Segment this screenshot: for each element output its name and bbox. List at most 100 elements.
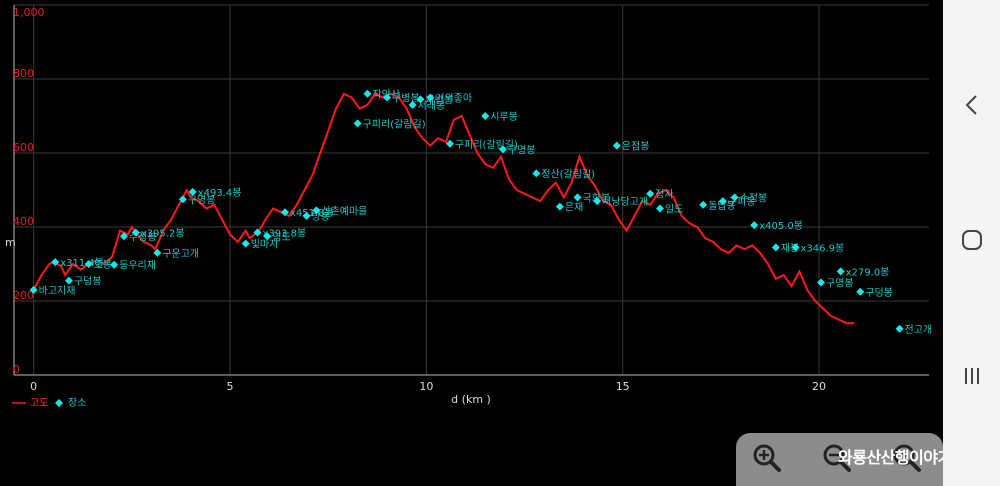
place-marker — [241, 239, 250, 248]
place-point: 시루봉 — [481, 111, 518, 123]
place-marker — [655, 204, 664, 213]
place-label: 구덩봉 — [74, 276, 102, 288]
grid-lines — [14, 4, 929, 376]
place-marker — [51, 258, 60, 267]
place-marker — [253, 228, 262, 237]
place-point: 신촌예마을 — [312, 205, 367, 217]
place-marker — [730, 193, 739, 202]
y-tick-label: 1,000 — [13, 6, 45, 19]
x-tick-labels: 0 5 10 15 20 — [30, 380, 826, 393]
place-label: 서래봉 — [418, 100, 446, 112]
x-axis-label: d (km ) — [451, 393, 491, 406]
place-marker — [426, 93, 435, 102]
place-point: 정산(갈림길) — [532, 167, 595, 180]
back-button[interactable] — [943, 85, 1000, 125]
place-label: 전고개 — [905, 324, 933, 336]
place-marker — [363, 89, 372, 98]
place-marker — [64, 276, 73, 285]
place-point: 도봉 — [84, 259, 112, 271]
place-marker — [110, 260, 119, 269]
place-point: 은점봉 — [612, 141, 650, 153]
android-navigation-bar — [943, 0, 1000, 486]
place-marker — [646, 189, 655, 198]
recents-button[interactable] — [943, 356, 1000, 396]
axes — [13, 5, 929, 376]
place-point: 구운고개 — [153, 248, 199, 260]
place-marker — [718, 197, 727, 206]
app-title: 와룡산산행이야기 — [838, 448, 952, 467]
place-point: 정자 — [646, 189, 674, 201]
place-label: x493.4봉 — [198, 187, 242, 199]
place-marker — [84, 260, 93, 268]
zoom-out-icon[interactable] — [820, 441, 854, 475]
place-marker — [593, 197, 602, 206]
place-label: x279.0봉 — [846, 266, 890, 278]
place-label: 구덩봉 — [865, 287, 893, 299]
place-marker — [699, 200, 708, 209]
place-marker — [856, 287, 865, 296]
back-chevron-icon — [965, 95, 977, 115]
place-marker — [498, 145, 507, 154]
place-label: 구명봉 — [508, 144, 536, 156]
place-marker — [178, 195, 187, 204]
home-circle-icon — [961, 230, 982, 250]
place-marker — [29, 285, 38, 294]
place-label: x405.0봉 — [759, 220, 803, 232]
zoom-reset-icon[interactable] — [890, 441, 924, 475]
place-label: 구명봉 — [826, 278, 854, 290]
zoom-in-icon[interactable] — [750, 441, 784, 475]
place-marker — [280, 208, 289, 217]
place-marker — [836, 267, 845, 276]
elevation-line — [32, 92, 855, 325]
place-point: x393.8봉 — [253, 228, 306, 240]
place-marker — [153, 248, 162, 257]
place-marker — [119, 232, 128, 241]
place-marker — [895, 324, 904, 333]
place-marker — [312, 206, 321, 215]
place-marker — [771, 243, 780, 252]
y-tick-label: 0 — [13, 363, 20, 376]
x-tick-label: 20 — [812, 380, 826, 393]
place-label: 수정봉 — [740, 192, 768, 204]
place-point: 구명봉 — [817, 278, 854, 290]
place-point: 구덩봉 — [856, 287, 893, 299]
legend-elevation-label: 고도 — [30, 398, 48, 409]
place-label: 바고지재 — [39, 285, 76, 297]
place-marker — [188, 187, 197, 196]
place-marker — [555, 202, 564, 211]
place-point: x405.0봉 — [750, 220, 803, 232]
place-label: x393.8봉 — [262, 228, 306, 240]
place-point: 은재 — [555, 202, 583, 214]
zoom-panel — [736, 433, 943, 486]
place-label: 등우리재 — [119, 260, 156, 272]
place-point: 서래봉 — [408, 100, 446, 112]
place-marker — [612, 141, 621, 150]
place-label: 구병봉 — [392, 93, 420, 105]
place-point: x395.2봉 — [131, 228, 185, 240]
place-point: 일도 — [655, 204, 683, 216]
place-marker — [481, 112, 490, 120]
place-marker — [263, 232, 272, 241]
place-label: 구영봉 — [188, 194, 216, 206]
place-point: 바고지재 — [29, 285, 76, 297]
place-point: x451.8봉 — [280, 207, 334, 219]
place-label: 정산(갈림길) — [541, 167, 595, 180]
place-label: 구운고개 — [162, 248, 199, 260]
place-point: x311.4봉 — [51, 257, 104, 269]
place-point: 구영봉 — [178, 194, 216, 206]
recents-icon — [964, 368, 979, 384]
y-tick-label: 200 — [13, 289, 34, 302]
place-label: 은점봉 — [622, 141, 650, 153]
place-label: x451.8봉 — [290, 207, 334, 219]
place-label: x395.2봉 — [141, 228, 185, 240]
home-button[interactable] — [943, 220, 1000, 260]
place-point: 구명봉 — [498, 144, 536, 156]
x-tick-label: 10 — [419, 380, 433, 393]
place-label: 은재 — [565, 202, 583, 214]
x-tick-label: 15 — [616, 380, 630, 393]
place-label: x346.9봉 — [800, 242, 844, 254]
place-label: 일도 — [665, 204, 683, 216]
place-point: 수정봉 — [730, 192, 768, 204]
